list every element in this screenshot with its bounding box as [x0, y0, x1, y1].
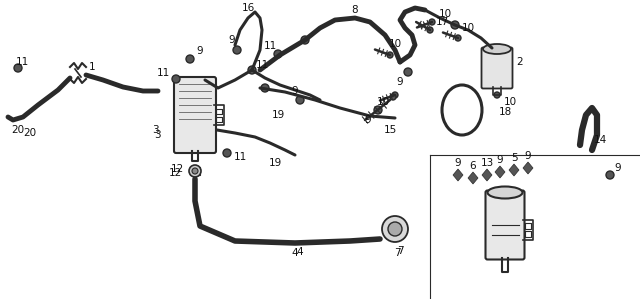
- Circle shape: [248, 66, 256, 74]
- Text: 10: 10: [504, 97, 516, 107]
- Circle shape: [274, 50, 282, 58]
- Circle shape: [388, 222, 402, 236]
- Text: 10: 10: [438, 9, 452, 19]
- Circle shape: [404, 68, 412, 76]
- Text: 11: 11: [234, 152, 246, 162]
- Circle shape: [429, 19, 435, 25]
- Text: 16: 16: [241, 3, 255, 13]
- Circle shape: [189, 165, 201, 177]
- Text: 1: 1: [89, 62, 95, 72]
- Text: 13: 13: [481, 158, 493, 168]
- Text: 7: 7: [397, 246, 403, 256]
- Text: 12: 12: [168, 168, 182, 178]
- Polygon shape: [495, 166, 505, 178]
- Text: 5: 5: [511, 153, 517, 163]
- Text: 10: 10: [376, 97, 390, 107]
- Text: 9: 9: [365, 115, 371, 125]
- Text: 9: 9: [497, 155, 503, 165]
- Text: 9: 9: [525, 151, 531, 161]
- Circle shape: [455, 35, 461, 41]
- Polygon shape: [509, 164, 519, 176]
- Text: 9: 9: [614, 163, 621, 173]
- Circle shape: [172, 75, 180, 83]
- Text: 19: 19: [271, 110, 285, 120]
- Text: 11: 11: [264, 41, 276, 51]
- Text: 14: 14: [593, 135, 607, 145]
- Circle shape: [261, 84, 269, 92]
- Circle shape: [14, 64, 22, 72]
- FancyBboxPatch shape: [174, 77, 216, 153]
- Text: 10: 10: [388, 39, 401, 49]
- Circle shape: [494, 92, 500, 98]
- Text: 18: 18: [499, 107, 511, 117]
- Text: 2: 2: [516, 57, 524, 67]
- Circle shape: [606, 171, 614, 179]
- Text: 20: 20: [24, 128, 36, 138]
- Text: 7: 7: [394, 248, 400, 258]
- Circle shape: [451, 21, 459, 29]
- FancyBboxPatch shape: [481, 48, 513, 89]
- Circle shape: [223, 149, 231, 157]
- Text: 9: 9: [397, 77, 403, 87]
- Ellipse shape: [483, 44, 511, 54]
- Polygon shape: [468, 172, 478, 184]
- Text: 9: 9: [292, 86, 298, 96]
- Circle shape: [427, 27, 433, 33]
- Text: 9: 9: [228, 35, 236, 45]
- Polygon shape: [523, 162, 533, 174]
- Circle shape: [382, 216, 408, 242]
- Polygon shape: [453, 169, 463, 181]
- Text: 9: 9: [454, 158, 461, 168]
- Text: 10: 10: [461, 23, 475, 33]
- Text: 17: 17: [435, 17, 449, 27]
- Circle shape: [233, 46, 241, 54]
- Text: 3: 3: [154, 130, 160, 140]
- Text: 12: 12: [170, 164, 184, 174]
- Circle shape: [390, 94, 396, 100]
- Text: 4: 4: [292, 248, 298, 258]
- Text: 9: 9: [196, 46, 204, 56]
- Circle shape: [186, 55, 194, 63]
- Circle shape: [301, 36, 309, 44]
- Text: 3: 3: [152, 125, 158, 135]
- Text: 11: 11: [156, 68, 170, 78]
- Text: 8: 8: [352, 5, 358, 15]
- Polygon shape: [482, 169, 492, 181]
- Circle shape: [392, 92, 398, 98]
- Circle shape: [296, 96, 304, 104]
- Circle shape: [374, 106, 382, 114]
- Text: 19: 19: [268, 158, 282, 168]
- Circle shape: [192, 168, 198, 174]
- Text: 11: 11: [255, 60, 269, 70]
- Text: 6: 6: [470, 161, 476, 171]
- Text: 15: 15: [383, 125, 397, 135]
- Text: 4: 4: [297, 247, 303, 257]
- Text: 20: 20: [12, 125, 24, 135]
- Text: 11: 11: [15, 57, 29, 67]
- Ellipse shape: [488, 187, 522, 199]
- FancyBboxPatch shape: [486, 190, 525, 260]
- FancyBboxPatch shape: [190, 167, 200, 175]
- Circle shape: [387, 52, 393, 58]
